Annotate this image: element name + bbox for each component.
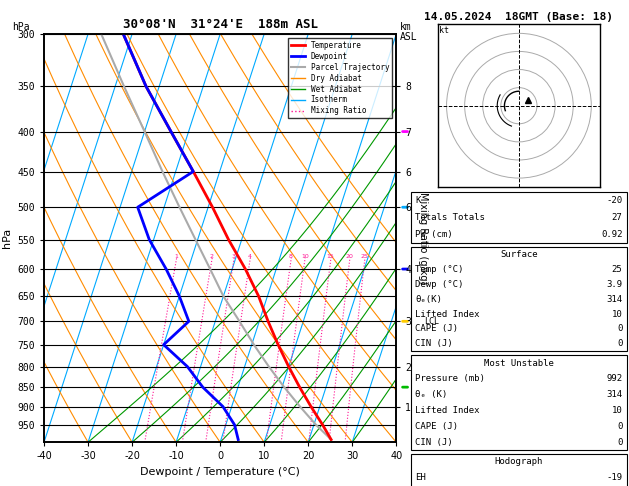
Text: 3: 3 [231,254,236,259]
Text: -20: -20 [606,196,623,205]
X-axis label: Dewpoint / Temperature (°C): Dewpoint / Temperature (°C) [140,467,300,477]
Text: 25: 25 [612,265,623,274]
Text: Temp (°C): Temp (°C) [415,265,464,274]
Text: θₑ(K): θₑ(K) [415,295,442,304]
Text: 1: 1 [174,254,178,259]
Text: 25: 25 [361,254,369,259]
Text: K: K [415,196,421,205]
Text: 15: 15 [327,254,335,259]
Text: CAPE (J): CAPE (J) [415,422,459,431]
Text: 3.9: 3.9 [606,280,623,289]
Text: PW (cm): PW (cm) [415,230,453,239]
Text: ASL: ASL [399,32,417,42]
Bar [411,247,626,351]
Legend: Temperature, Dewpoint, Parcel Trajectory, Dry Adiabat, Wet Adiabat, Isotherm, Mi: Temperature, Dewpoint, Parcel Trajectory… [288,38,392,119]
Y-axis label: hPa: hPa [2,228,12,248]
Bar [411,355,626,450]
Text: 14.05.2024  18GMT (Base: 18): 14.05.2024 18GMT (Base: 18) [425,12,613,22]
Text: 10: 10 [301,254,309,259]
Text: CIN (J): CIN (J) [415,437,453,447]
Text: 314: 314 [606,390,623,399]
Text: CIN (J): CIN (J) [415,339,453,348]
Text: © weatheronline.co.uk: © weatheronline.co.uk [467,474,571,484]
Bar [411,192,626,243]
Text: Lifted Index: Lifted Index [415,310,480,318]
Text: Lifted Index: Lifted Index [415,406,480,415]
Text: Dewp (°C): Dewp (°C) [415,280,464,289]
Text: 27: 27 [612,213,623,222]
Text: km: km [399,22,411,32]
Text: Surface: Surface [500,250,538,259]
Text: 0.92: 0.92 [601,230,623,239]
Text: 992: 992 [606,374,623,383]
Text: 0: 0 [617,422,623,431]
Text: 0: 0 [617,325,623,333]
Text: 0: 0 [617,437,623,447]
Text: 4: 4 [248,254,252,259]
Text: 0: 0 [617,339,623,348]
Text: EH: EH [415,473,426,483]
Text: 20: 20 [346,254,353,259]
Text: LCL: LCL [425,317,440,326]
Text: -19: -19 [606,473,623,483]
Text: 314: 314 [606,295,623,304]
Text: kt: kt [439,26,449,35]
Text: hPa: hPa [13,22,30,32]
Text: Most Unstable: Most Unstable [484,359,554,368]
Text: CAPE (J): CAPE (J) [415,325,459,333]
Text: Hodograph: Hodograph [495,457,543,467]
Text: θₑ (K): θₑ (K) [415,390,448,399]
Y-axis label: Mixing Ratio (g/kg): Mixing Ratio (g/kg) [418,192,428,284]
Text: 10: 10 [612,406,623,415]
Bar [411,454,626,486]
Text: 10: 10 [612,310,623,318]
Text: Totals Totals: Totals Totals [415,213,485,222]
Text: 2: 2 [209,254,214,259]
Text: 8: 8 [289,254,293,259]
Title: 30°08'N  31°24'E  188m ASL: 30°08'N 31°24'E 188m ASL [123,18,318,32]
Text: Pressure (mb): Pressure (mb) [415,374,485,383]
